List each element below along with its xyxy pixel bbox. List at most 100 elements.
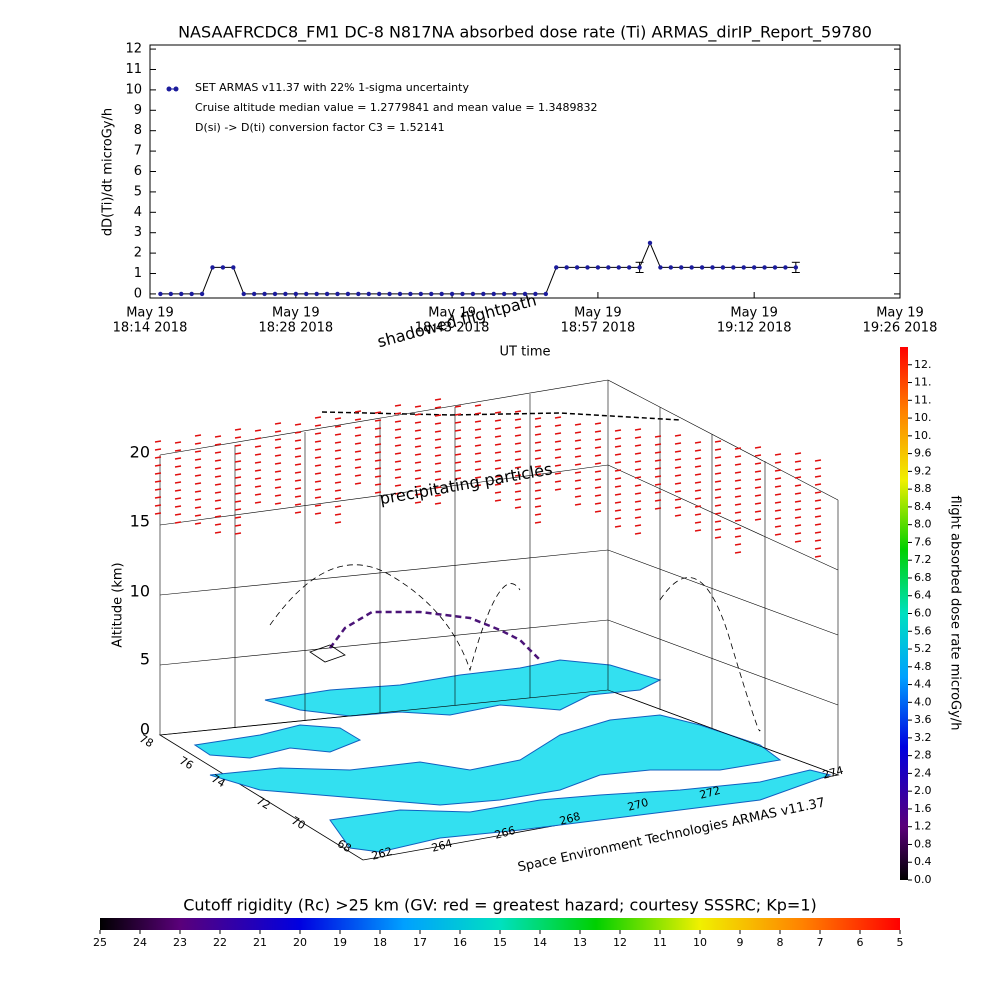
colorbar-tick-label: 2.4 bbox=[914, 766, 932, 779]
data-point bbox=[689, 265, 694, 270]
particle bbox=[334, 521, 342, 524]
x-tick-label: 19:12 2018 bbox=[717, 321, 792, 336]
particle bbox=[734, 519, 742, 522]
particle bbox=[274, 502, 282, 505]
particle bbox=[474, 484, 482, 487]
particle bbox=[154, 504, 162, 507]
particle bbox=[794, 540, 802, 543]
particle bbox=[634, 508, 642, 511]
particle bbox=[254, 493, 262, 496]
colorbar-tick-label: 0.0 bbox=[914, 873, 932, 886]
particle bbox=[234, 476, 242, 479]
particle bbox=[814, 547, 822, 550]
particle bbox=[794, 532, 802, 535]
particle bbox=[374, 419, 382, 422]
particle bbox=[434, 462, 442, 465]
data-point bbox=[595, 265, 601, 270]
particle bbox=[434, 414, 442, 417]
data-point bbox=[272, 291, 278, 297]
particle bbox=[334, 457, 342, 460]
particle bbox=[474, 404, 482, 407]
particle bbox=[234, 484, 242, 487]
particle bbox=[394, 476, 402, 479]
particle bbox=[594, 478, 602, 481]
particle bbox=[174, 457, 182, 460]
particle bbox=[354, 458, 362, 461]
colorbar-tick-label: 0.8 bbox=[914, 837, 932, 850]
particle bbox=[434, 406, 442, 409]
particle bbox=[714, 504, 722, 507]
data-point bbox=[658, 265, 663, 270]
particle bbox=[814, 555, 822, 558]
colorbar-tick-label: 11 bbox=[653, 936, 667, 949]
particle bbox=[354, 482, 362, 485]
particle bbox=[594, 494, 602, 497]
particle bbox=[294, 455, 302, 458]
particle bbox=[634, 468, 642, 471]
particle bbox=[754, 454, 762, 457]
data-point bbox=[189, 291, 194, 297]
particle bbox=[814, 491, 822, 494]
particle bbox=[594, 454, 602, 457]
particle bbox=[454, 405, 462, 408]
particle bbox=[574, 455, 582, 458]
particle bbox=[214, 523, 222, 526]
colorbar-tick-label: 19 bbox=[333, 936, 347, 949]
colorbar-tick-label: 10 bbox=[693, 936, 707, 949]
particle bbox=[454, 461, 462, 464]
particle bbox=[414, 405, 422, 408]
particle bbox=[334, 433, 342, 436]
particle bbox=[174, 441, 182, 444]
particle bbox=[774, 501, 782, 504]
particle bbox=[434, 486, 442, 489]
particle bbox=[454, 477, 462, 480]
particle bbox=[774, 525, 782, 528]
particle bbox=[794, 484, 802, 487]
colorbar-tick-label: 2.0 bbox=[914, 784, 932, 797]
colorbar-tick-label: 15 bbox=[493, 936, 507, 949]
particle bbox=[694, 449, 702, 452]
particle bbox=[754, 478, 762, 481]
particle bbox=[434, 454, 442, 457]
particle bbox=[334, 513, 342, 516]
particle bbox=[194, 434, 202, 437]
particle bbox=[694, 441, 702, 444]
particle bbox=[154, 472, 162, 475]
data-point bbox=[679, 265, 684, 270]
particle bbox=[714, 520, 722, 523]
particle bbox=[594, 470, 602, 473]
particle bbox=[394, 420, 402, 423]
data-point bbox=[418, 291, 424, 297]
data-point bbox=[231, 265, 236, 270]
particle bbox=[674, 434, 682, 437]
data-point bbox=[179, 291, 184, 297]
particle bbox=[174, 505, 182, 508]
particle bbox=[394, 428, 402, 431]
particle bbox=[794, 492, 802, 495]
particle bbox=[494, 467, 502, 470]
data-point bbox=[304, 291, 309, 297]
particle bbox=[754, 494, 762, 497]
particle bbox=[794, 460, 802, 463]
particle bbox=[634, 460, 642, 463]
particle bbox=[154, 480, 162, 483]
particle bbox=[614, 509, 622, 512]
colorbar-tick-label: 14 bbox=[533, 936, 547, 949]
particle bbox=[334, 481, 342, 484]
colorbar-tick-label: 24 bbox=[133, 936, 147, 949]
data-point bbox=[387, 291, 392, 297]
particle bbox=[674, 442, 682, 445]
particle bbox=[474, 476, 482, 479]
particle bbox=[294, 463, 302, 466]
particle bbox=[674, 450, 682, 453]
particle bbox=[194, 458, 202, 461]
particle bbox=[734, 495, 742, 498]
particle bbox=[494, 491, 502, 494]
particle bbox=[194, 474, 202, 477]
particle bbox=[234, 436, 242, 439]
particle bbox=[734, 551, 742, 554]
particle bbox=[454, 413, 462, 416]
particle bbox=[814, 467, 822, 470]
data-point bbox=[606, 265, 611, 270]
particle bbox=[354, 474, 362, 477]
